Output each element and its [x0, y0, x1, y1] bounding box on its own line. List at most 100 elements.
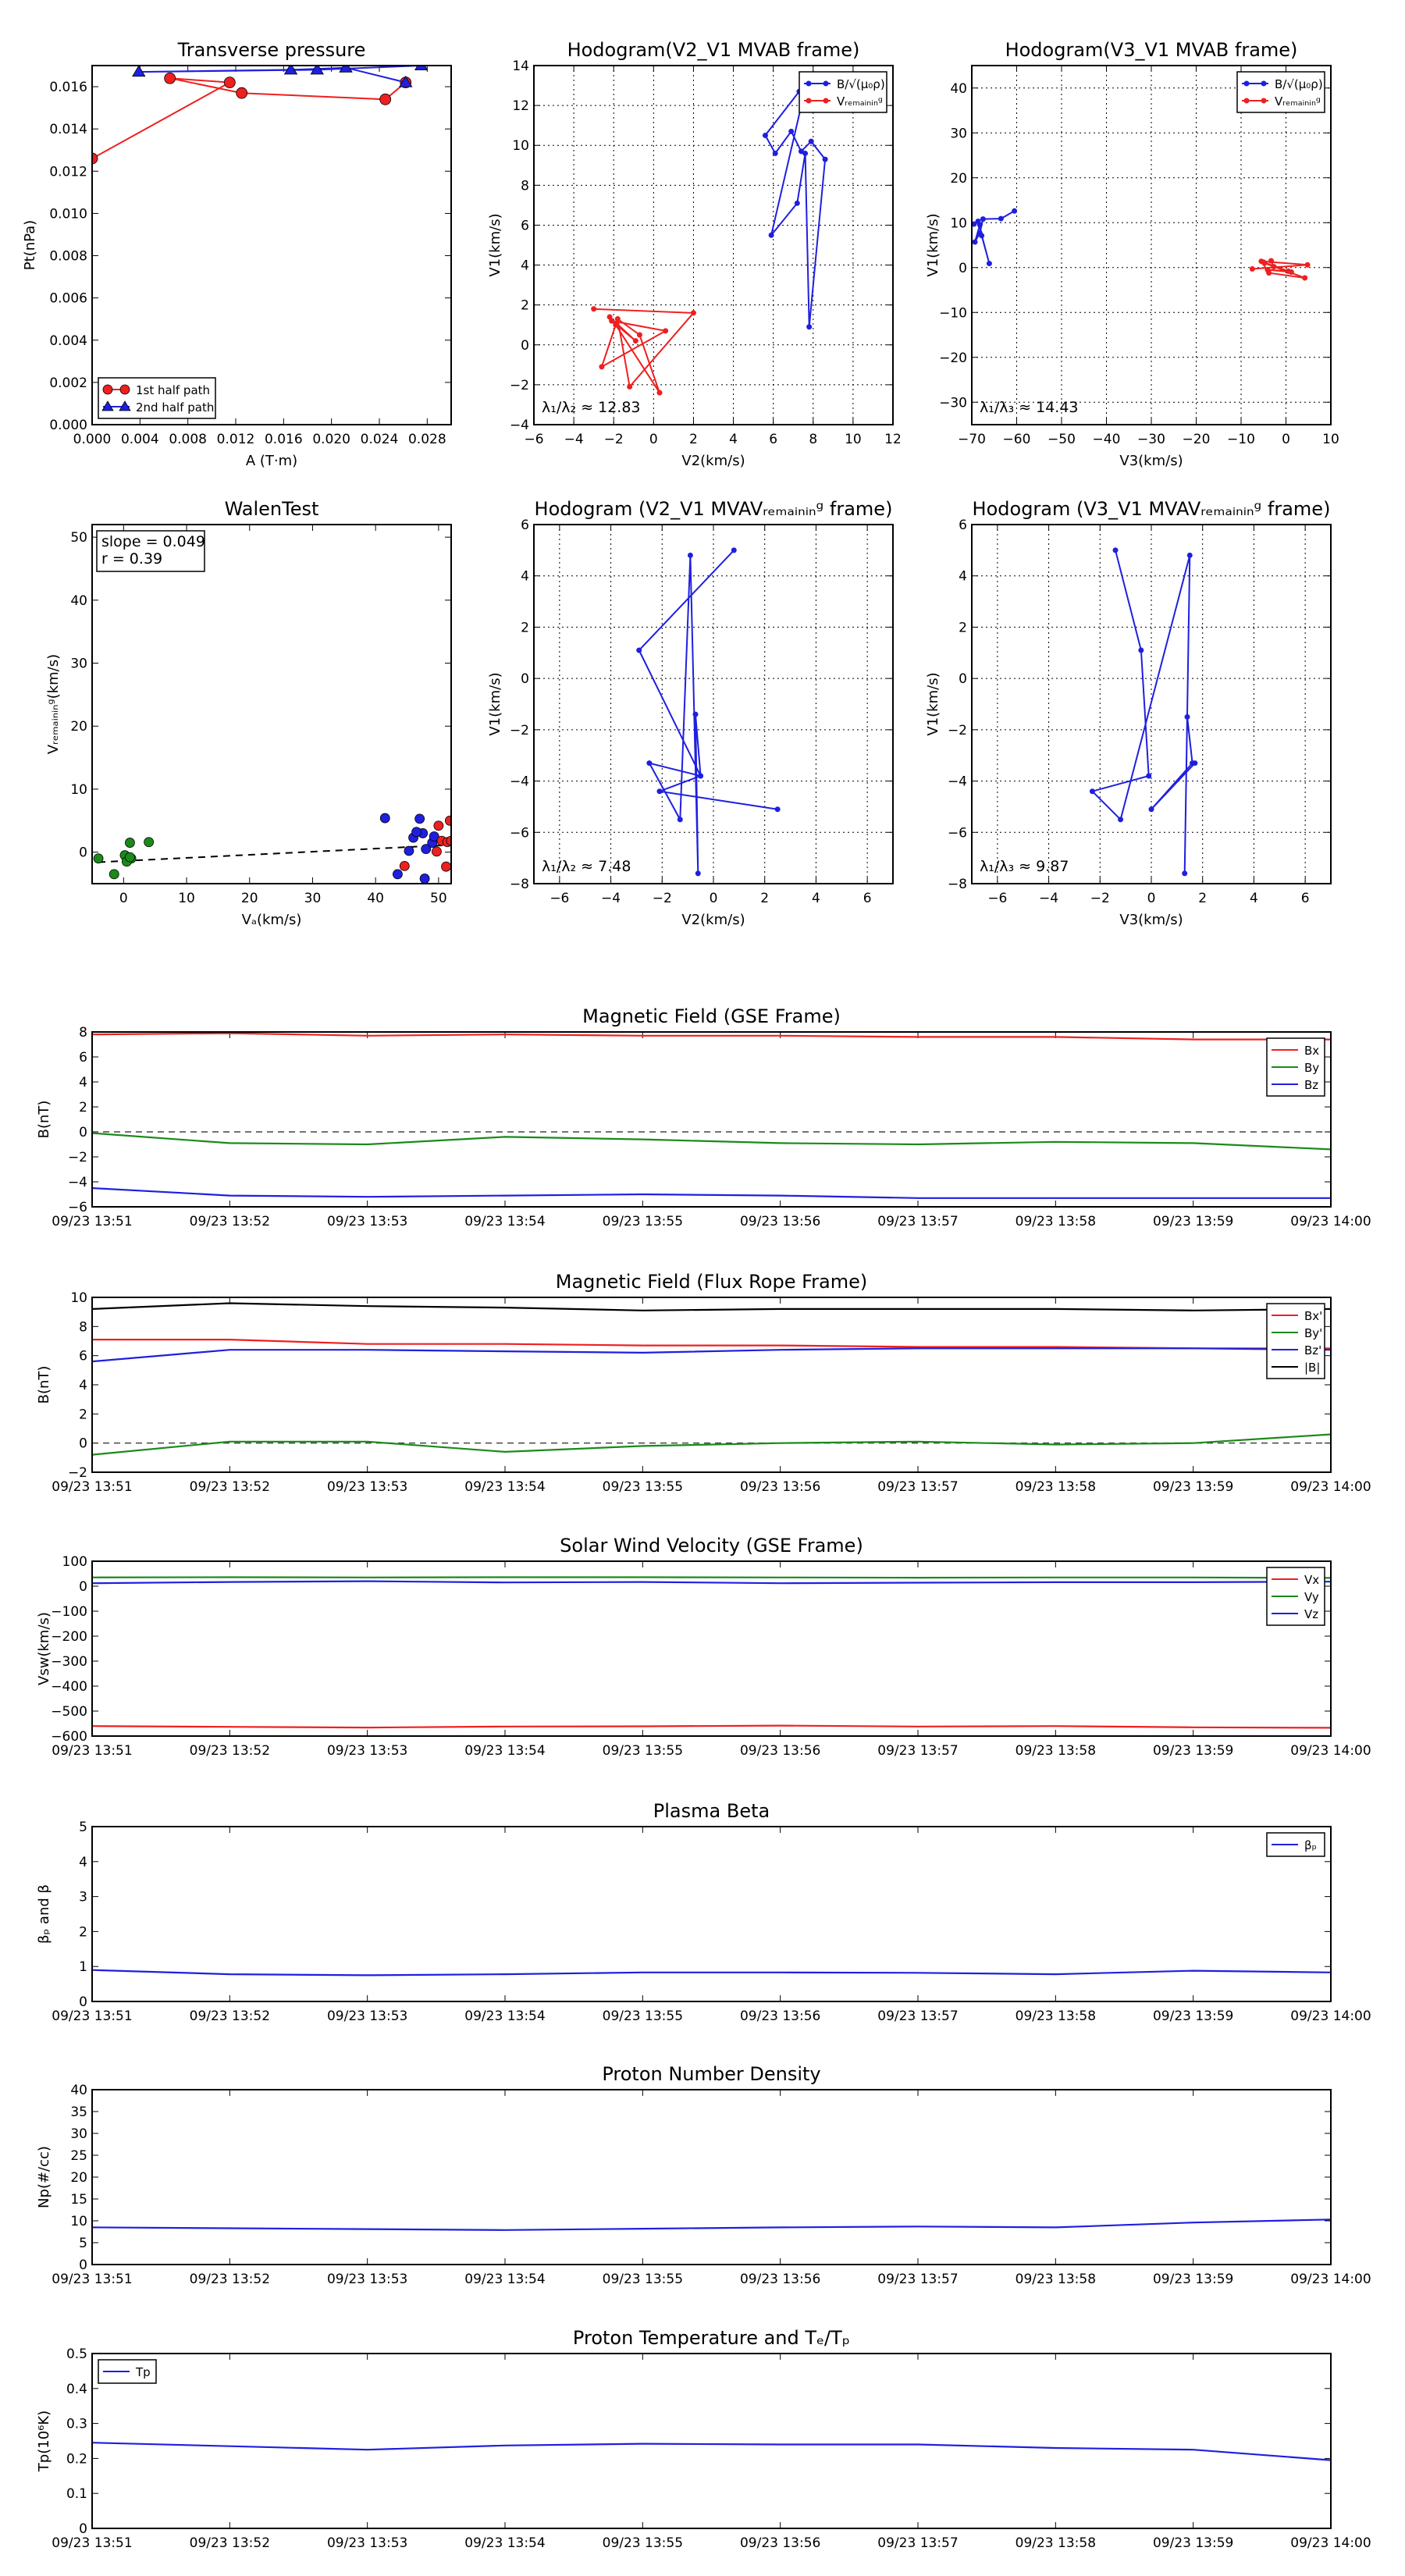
y-tick-label: −100 — [51, 1604, 87, 1620]
data-point — [223, 76, 236, 89]
x-tick-label: 09/23 14:00 — [1290, 2008, 1371, 2024]
x-tick-label: 09/23 13:53 — [327, 1743, 407, 1759]
data-point — [429, 831, 439, 841]
chart-hodogram-v3-v1-mvav: Hodogram (V3_V1 MVAVᵣₑₘₐᵢₙᵢₙᵍ frame) −6 −4… — [925, 498, 1332, 928]
data-point — [411, 827, 422, 838]
data-point — [1249, 265, 1255, 272]
x-tick-label: 09/23 13:55 — [603, 1479, 683, 1495]
y-tick-label: 6 — [959, 518, 967, 533]
y-tick-label: 0 — [521, 338, 529, 354]
x-tick-label: 0.008 — [169, 432, 207, 447]
data-point — [762, 132, 768, 138]
x-tick-label: 0 — [1147, 891, 1156, 906]
y-tick-label: 20 — [70, 2170, 87, 2186]
x-tick-label: −60 — [1003, 432, 1031, 447]
data-point — [1089, 788, 1095, 795]
legend: Bx By Bz — [1266, 1037, 1325, 1097]
x-tick-label: 0 — [119, 891, 128, 906]
y-axis-label: B(nT) — [36, 1101, 52, 1139]
plot-frame — [91, 1826, 1332, 2002]
x-tick-label: 4 — [812, 891, 820, 906]
y-axis-label: V1(km/s) — [925, 672, 941, 735]
legend-label: Bx' — [1304, 1309, 1322, 1323]
chart-magnetic-field-gse: Magnetic Field (GSE Frame) 09/23 13:51 09/… — [36, 1005, 1371, 1229]
x-tick-label: 09/23 13:56 — [740, 2272, 820, 2287]
plot-frame — [91, 1560, 1332, 1737]
plot-frame — [91, 1031, 1332, 1208]
x-tick-label: −4 — [1039, 891, 1058, 906]
y-tick-label: −6 — [948, 825, 967, 841]
data-point — [794, 200, 800, 206]
data-point — [1264, 267, 1271, 273]
x-tick-label: 2 — [1198, 891, 1207, 906]
data-point — [125, 852, 135, 863]
legend: B/√(μ₀ρ) Vᵣₑₘₐᵢₙᵢₙᵍ — [1236, 71, 1325, 113]
data-point — [768, 232, 774, 238]
data-point — [144, 837, 155, 848]
data-point — [419, 873, 430, 884]
x-tick-label: 09/23 13:55 — [603, 1743, 683, 1759]
x-tick-label: 09/23 13:54 — [464, 2272, 545, 2287]
x-tick-label: 12 — [884, 432, 902, 447]
y-tick-label: 4 — [959, 569, 967, 585]
chart-title: Transverse pressure — [177, 39, 366, 61]
legend-label: 1st half path — [136, 383, 210, 397]
chart-hodogram-v2-v1-mvab: Hodogram(V2_V1 MVAB frame)−6 −4 −2 0 2 4 6 8 10 1… — [487, 39, 902, 469]
x-tick-label: 0.004 — [121, 432, 159, 447]
data-point — [1012, 208, 1018, 214]
series-tp-line — [92, 2442, 1331, 2461]
chart-title: WalenTest — [225, 498, 319, 520]
y-tick-label: −600 — [51, 1729, 87, 1745]
data-point — [975, 219, 981, 225]
x-tick-label: −2 — [1090, 891, 1110, 906]
x-tick-label: 09/23 13:52 — [190, 1479, 270, 1495]
y-tick-label: 4 — [79, 1378, 87, 1393]
data-point — [393, 869, 403, 880]
fit-line — [98, 844, 451, 863]
y-tick-label: 6 — [79, 1349, 87, 1364]
x-tick-label: 2 — [760, 891, 769, 906]
y-axis-label: V1(km/s) — [487, 672, 503, 735]
y-axis-label: Pt(nPa) — [22, 220, 38, 270]
x-tick-label: 09/23 13:56 — [740, 1479, 820, 1495]
y-tick-label: 0 — [959, 261, 967, 276]
y-axis-label: Np(#/cc) — [36, 2146, 52, 2208]
x-tick-label: 09/23 13:57 — [877, 2535, 958, 2551]
data-point — [399, 861, 410, 871]
legend: Vx Vy Vz — [1266, 1567, 1325, 1626]
legend-label: Vᵣₑₘₐᵢₙᵢₙᵍ — [1275, 94, 1321, 109]
x-tick-label: 4 — [729, 432, 738, 447]
x-tick-label: 09/23 13:54 — [464, 1214, 545, 1229]
data-point — [613, 322, 619, 328]
x-tick-label: −70 — [958, 432, 986, 447]
data-point — [379, 813, 390, 824]
data-point — [283, 66, 298, 75]
x-tick-label: 09/23 13:55 — [603, 1214, 683, 1229]
data-point — [1146, 773, 1152, 779]
y-tick-label: 0.010 — [49, 206, 87, 222]
chart-title: Proton Temperature and Tₑ/Tₚ — [573, 2327, 850, 2349]
legend-marker — [823, 80, 829, 87]
y-tick-label: 30 — [70, 656, 87, 672]
x-tick-label: 09/23 13:52 — [190, 2535, 270, 2551]
y-tick-label: 2 — [959, 620, 967, 635]
y-tick-label: 4 — [79, 1855, 87, 1870]
y-tick-label: 1 — [79, 1959, 87, 1975]
x-tick-label: 10 — [1322, 432, 1339, 447]
plot-frame — [91, 524, 452, 884]
data-point — [399, 75, 413, 87]
y-tick-label: 6 — [521, 518, 529, 533]
chart-title: Magnetic Field (Flux Rope Frame) — [556, 1271, 867, 1293]
plot-frame — [971, 524, 1332, 884]
y-tick-label: 0.4 — [66, 2382, 87, 2397]
x-tick-label: 09/23 13:53 — [327, 2008, 407, 2024]
x-tick-label: −4 — [564, 432, 584, 447]
y-tick-label: −8 — [510, 877, 529, 892]
y-tick-label: 2 — [79, 1924, 87, 1940]
x-tick-label: 09/23 13:54 — [464, 1479, 545, 1495]
x-tick-label: 09/23 13:56 — [740, 1214, 820, 1229]
y-tick-label: 0 — [79, 845, 87, 861]
series-blue-line — [638, 550, 778, 873]
